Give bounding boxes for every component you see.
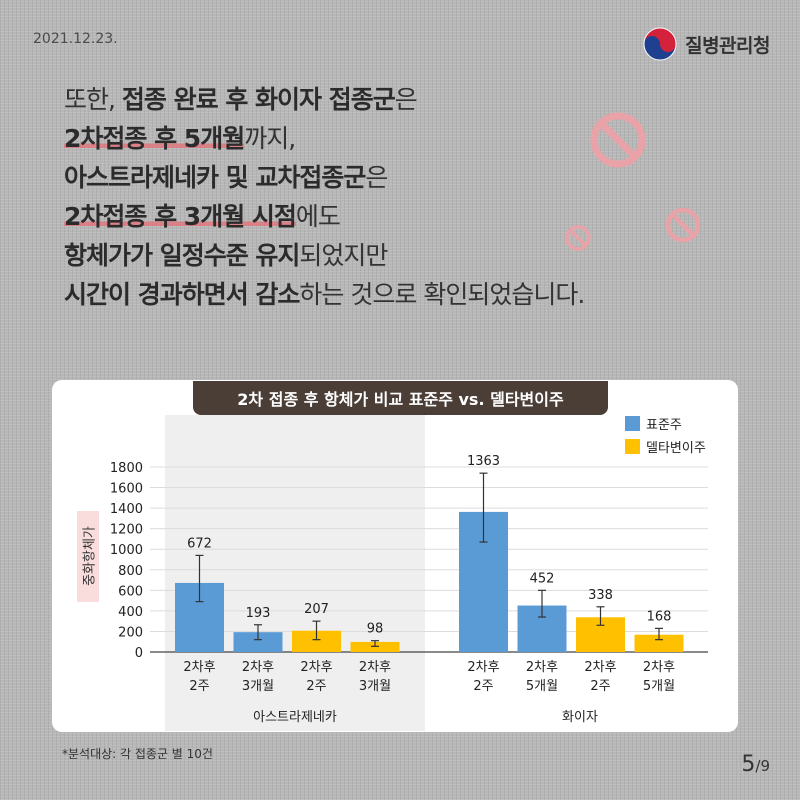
legend-item-standard: 표준주 (625, 412, 706, 435)
x-tick-label: 2차후 (242, 660, 274, 675)
prohibition-sign-small-icon (665, 207, 701, 243)
headline-emphasis: 항체가가 일정수준 유지 (64, 241, 300, 270)
y-tick-label: 1200 (110, 523, 143, 538)
y-tick-label: 1600 (110, 482, 143, 497)
bar-pfizer-3 (634, 634, 684, 652)
y-tick-label: 400 (118, 605, 143, 620)
x-tick-label: 2차후 (183, 660, 215, 675)
y-tick-label: 1800 (110, 461, 143, 476)
headline-emphasis: 접종 완료 후 화이자 접종군 (121, 85, 396, 114)
headline-emphasis-underlined: 2차접종 후 5개월 (64, 124, 245, 153)
x-tick-label: 2주 (306, 679, 326, 694)
y-tick-label: 800 (118, 564, 143, 579)
x-tick-label: 3개월 (242, 679, 274, 694)
date-label: 2021.12.23. (33, 31, 118, 47)
group-background-astrazeneca (165, 415, 425, 731)
data-label: 338 (588, 588, 613, 603)
x-tick-label: 2차후 (467, 660, 499, 675)
prohibition-sign-tiny-icon (565, 225, 591, 251)
data-label: 1363 (467, 454, 500, 469)
headline-line-2: 2차접종 후 5개월까지, (64, 119, 644, 158)
chart-legend: 표준주 델타변이주 (625, 412, 706, 458)
x-tick-label: 2차후 (359, 660, 391, 675)
headline-emphasis: 시간이 경과하면서 감소 (64, 280, 300, 309)
data-label: 168 (647, 609, 672, 624)
page-indicator: 5/9 (741, 752, 770, 777)
headline-text: 은 (365, 163, 388, 192)
y-tick-label: 1000 (110, 543, 143, 558)
x-tick-label: 5개월 (526, 679, 558, 694)
y-tick-label: 200 (118, 625, 143, 640)
headline-emphasis-underlined: 2차접종 후 3개월 시점 (64, 202, 297, 231)
headline-text: 되었지만 (299, 241, 388, 270)
x-tick-label: 2주 (473, 679, 493, 694)
headline: 또한, 접종 완료 후 화이자 접종군은 2차접종 후 5개월까지, 아스트라제… (64, 80, 644, 314)
data-label: 98 (367, 622, 384, 637)
legend-label-delta: 델타변이주 (646, 441, 706, 456)
headline-text: 까지, (244, 124, 296, 153)
legend-label-standard: 표준주 (646, 418, 682, 433)
headline-line-5: 항체가가 일정수준 유지되었지만 (64, 236, 644, 275)
data-label: 193 (246, 606, 271, 621)
headline-text: 은 (394, 85, 418, 114)
page-current: 5 (741, 752, 756, 777)
headline-line-4: 2차접종 후 3개월 시점에도 (64, 197, 644, 236)
headline-emphasis: 아스트라제네카 및 교차접종군 (64, 163, 366, 192)
bar-astrazeneca-1 (233, 632, 283, 652)
x-tick-label: 2차후 (300, 660, 332, 675)
headline-text: 하는 것으로 확인되었습니다. (299, 280, 585, 309)
bar-astrazeneca-3 (350, 641, 400, 652)
bar-astrazeneca-2 (292, 630, 341, 652)
x-tick-label: 2차후 (584, 660, 616, 675)
y-axis-label: 중화항체가 (82, 526, 98, 586)
x-tick-label: 2주 (189, 679, 209, 694)
legend-swatch-delta (625, 439, 640, 454)
x-tick-label: 5개월 (643, 679, 675, 694)
ylabel-highlight (77, 511, 99, 602)
group-label: 아스트라제네카 (253, 710, 337, 725)
x-tick-label: 3개월 (359, 679, 391, 694)
taegeuk-logo-icon (643, 27, 677, 61)
data-label: 452 (530, 571, 555, 586)
agency-logo-block: 질병관리청 (643, 27, 770, 61)
x-tick-label: 2주 (590, 679, 610, 694)
x-tick-label: 2차후 (643, 660, 675, 675)
legend-item-delta: 델타변이주 (625, 435, 706, 458)
data-label: 672 (187, 536, 212, 551)
page-total: /9 (755, 757, 770, 775)
agency-name: 질병관리청 (685, 34, 770, 57)
chart-title: 2차 접종 후 항체가 비교 표준주 vs. 델타변이주 (193, 381, 608, 415)
footnote: *분석대상: 각 접종군 별 10건 (62, 747, 213, 761)
headline-line-3: 아스트라제네카 및 교차접종군은 (64, 158, 644, 197)
headline-text: 에도 (295, 202, 341, 231)
headline-text: 또한, (64, 85, 122, 114)
prohibition-sign-icon (590, 112, 646, 168)
x-tick-label: 2차후 (526, 660, 558, 675)
headline-line-6: 시간이 경과하면서 감소하는 것으로 확인되었습니다. (64, 275, 644, 314)
group-label: 화이자 (562, 710, 598, 725)
y-tick-label: 0 (135, 646, 143, 661)
legend-swatch-standard (625, 416, 640, 431)
headline-line-1: 또한, 접종 완료 후 화이자 접종군은 (64, 80, 644, 119)
y-tick-label: 600 (118, 584, 143, 599)
data-label: 207 (304, 602, 329, 617)
y-tick-label: 1400 (110, 502, 143, 517)
